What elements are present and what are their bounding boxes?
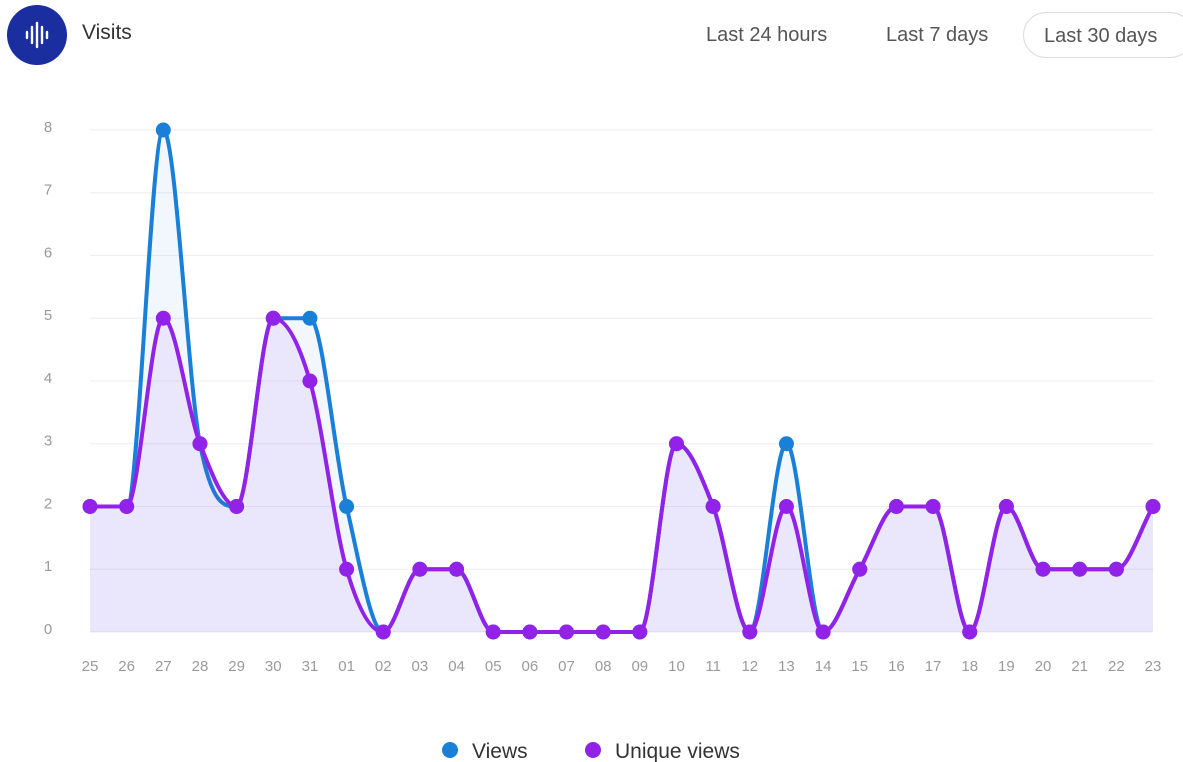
point bbox=[1035, 561, 1051, 577]
x-tick-label: 09 bbox=[631, 658, 648, 675]
point bbox=[412, 561, 428, 577]
x-tick-label: 29 bbox=[228, 658, 245, 675]
point bbox=[559, 624, 575, 640]
point bbox=[449, 561, 465, 577]
x-tick-label: 16 bbox=[888, 658, 905, 675]
point bbox=[1145, 499, 1161, 514]
x-tick-label: 28 bbox=[192, 658, 209, 675]
point bbox=[595, 624, 611, 640]
x-tick-label: 21 bbox=[1071, 658, 1088, 675]
y-tick-label: 7 bbox=[44, 182, 52, 199]
x-tick-label: 22 bbox=[1108, 658, 1125, 675]
logo bbox=[7, 5, 67, 65]
x-tick-label: 04 bbox=[448, 658, 465, 675]
x-tick-label: 01 bbox=[338, 658, 355, 675]
y-tick-label: 5 bbox=[44, 307, 52, 324]
x-tick-label: 17 bbox=[925, 658, 942, 675]
x-tick-label: 13 bbox=[778, 658, 795, 675]
x-tick-label: 15 bbox=[851, 658, 868, 675]
x-tick-label: 06 bbox=[522, 658, 539, 675]
x-tick-label: 07 bbox=[558, 658, 575, 675]
point bbox=[1108, 561, 1124, 577]
x-tick-label: 02 bbox=[375, 658, 392, 675]
point bbox=[1072, 561, 1088, 577]
y-tick-label: 6 bbox=[44, 244, 52, 261]
x-tick-label: 18 bbox=[961, 658, 978, 675]
x-tick-label: 20 bbox=[1035, 658, 1052, 675]
point bbox=[522, 624, 538, 640]
range-button[interactable]: Last 7 days bbox=[886, 24, 989, 46]
point bbox=[998, 499, 1014, 514]
x-tick-label: 31 bbox=[302, 658, 319, 675]
x-tick-label: 08 bbox=[595, 658, 612, 675]
legend-marker bbox=[442, 742, 458, 758]
point bbox=[485, 624, 501, 640]
x-tick-label: 12 bbox=[741, 658, 758, 675]
point bbox=[339, 561, 355, 577]
y-tick-label: 3 bbox=[44, 433, 52, 450]
y-tick-label: 0 bbox=[44, 621, 52, 638]
x-tick-label: 26 bbox=[118, 658, 135, 675]
range-button[interactable]: Last 24 hours bbox=[706, 24, 828, 46]
point bbox=[375, 624, 391, 640]
point bbox=[339, 499, 355, 514]
x-tick-label: 25 bbox=[82, 658, 99, 675]
point bbox=[302, 310, 318, 326]
point bbox=[925, 499, 941, 514]
point bbox=[265, 310, 281, 326]
point bbox=[852, 561, 868, 577]
title: Visits bbox=[82, 21, 132, 44]
x-tick-label: 27 bbox=[155, 658, 172, 675]
legend-marker bbox=[585, 742, 601, 758]
x-tick-label: 19 bbox=[998, 658, 1015, 675]
x-tick-label: 30 bbox=[265, 658, 282, 675]
x-tick-label: 23 bbox=[1145, 658, 1162, 675]
point bbox=[155, 122, 171, 138]
x-tick-label: 10 bbox=[668, 658, 685, 675]
point bbox=[888, 499, 904, 514]
point bbox=[742, 624, 758, 640]
y-tick-label: 1 bbox=[44, 558, 52, 575]
legend-label: Unique views bbox=[615, 740, 740, 762]
y-tick-label: 2 bbox=[44, 495, 52, 512]
point bbox=[778, 499, 794, 514]
point bbox=[192, 436, 208, 452]
point bbox=[302, 373, 318, 389]
x-tick-label: 11 bbox=[705, 658, 721, 675]
point bbox=[815, 624, 831, 640]
point bbox=[119, 499, 135, 514]
x-tick-label: 05 bbox=[485, 658, 502, 675]
point bbox=[778, 436, 794, 452]
x-tick-label: 14 bbox=[815, 658, 832, 675]
y-tick-label: 4 bbox=[44, 370, 52, 387]
point bbox=[962, 624, 978, 640]
logo-icon bbox=[25, 21, 49, 49]
y-tick-label: 8 bbox=[44, 119, 52, 136]
header: Visits Last 24 hours Last 7 days Last 30… bbox=[0, 0, 1183, 72]
point bbox=[632, 624, 648, 640]
point bbox=[705, 499, 721, 514]
area bbox=[90, 318, 1153, 632]
point bbox=[82, 499, 98, 514]
point bbox=[155, 310, 171, 326]
x-tick-label: 03 bbox=[412, 658, 429, 675]
point bbox=[229, 499, 245, 514]
legend-label: Views bbox=[472, 740, 528, 762]
point bbox=[668, 436, 684, 452]
range-button-selected[interactable]: Last 30 days bbox=[1023, 12, 1183, 58]
